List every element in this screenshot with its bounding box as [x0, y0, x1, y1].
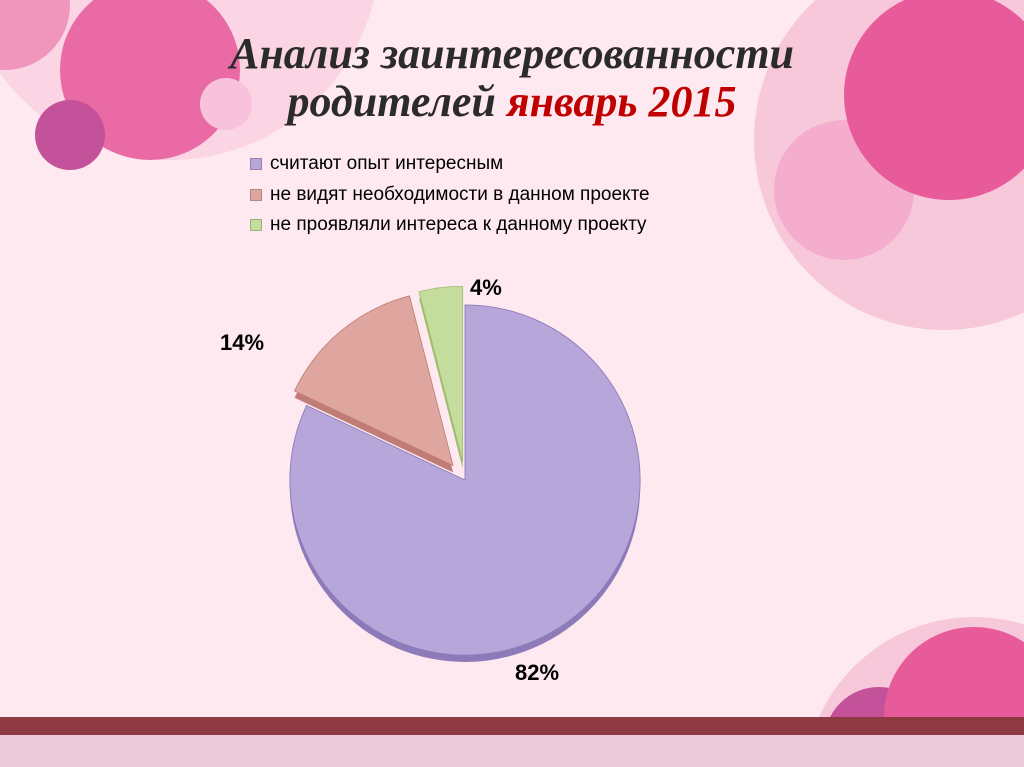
footer-accent-bar	[0, 717, 1024, 735]
legend-label: не проявляли интереса к данному проекту	[270, 211, 646, 240]
legend-item: не видят необходимости в данном проекте	[250, 181, 650, 210]
slide-title: Анализ заинтересованности родителей янва…	[0, 30, 1024, 125]
legend-swatch	[250, 189, 262, 201]
legend-swatch	[250, 158, 262, 170]
slide: Анализ заинтересованности родителей янва…	[0, 0, 1024, 767]
title-line1: Анализ заинтересованности	[230, 29, 794, 78]
title-line2-plain: родителей	[288, 77, 507, 126]
legend-label: считают опыт интересным	[270, 150, 503, 179]
chart-legend: считают опыт интересным не видят необход…	[250, 150, 650, 242]
slice-label-4: 4%	[470, 275, 502, 301]
footer-light-bar	[0, 735, 1024, 767]
slice-label-82: 82%	[515, 660, 559, 686]
legend-label: не видят необходимости в данном проекте	[270, 181, 650, 210]
legend-swatch	[250, 219, 262, 231]
legend-item: считают опыт интересным	[250, 150, 650, 179]
pie-chart	[260, 275, 670, 685]
legend-item: не проявляли интереса к данному проекту	[250, 211, 650, 240]
slice-label-14: 14%	[220, 330, 264, 356]
title-line2-accent: январь 2015	[507, 77, 737, 126]
